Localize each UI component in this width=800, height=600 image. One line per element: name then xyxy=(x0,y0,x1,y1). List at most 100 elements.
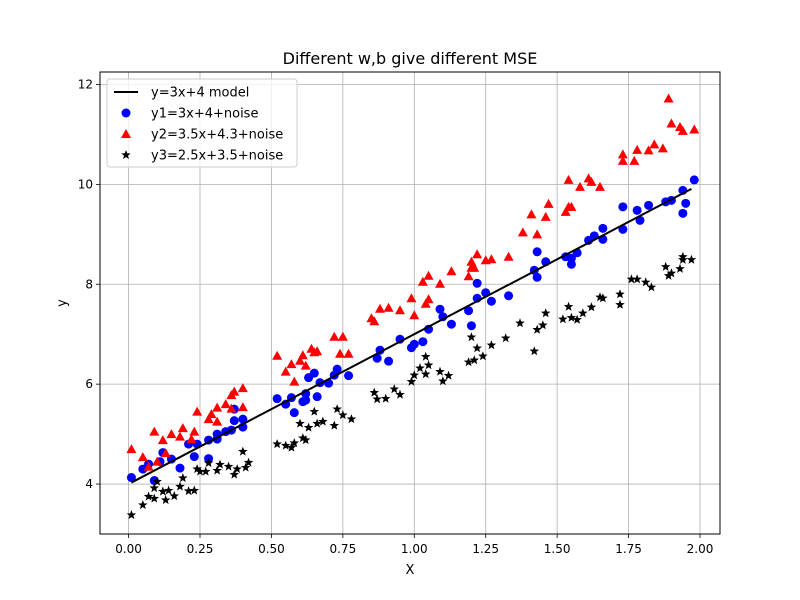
data-point xyxy=(472,249,483,259)
data-point xyxy=(183,486,194,496)
data-point xyxy=(192,464,202,474)
data-point xyxy=(615,289,625,299)
data-point xyxy=(289,408,299,418)
data-point xyxy=(212,465,222,475)
data-point xyxy=(177,423,188,433)
y-tick-label: 4 xyxy=(85,477,93,491)
data-point xyxy=(384,356,394,366)
data-point xyxy=(297,350,308,360)
data-point xyxy=(229,416,239,426)
data-point xyxy=(375,303,385,313)
data-point xyxy=(389,384,400,394)
data-point xyxy=(526,209,537,219)
data-point xyxy=(586,176,597,186)
data-point xyxy=(563,301,574,311)
series-star xyxy=(126,251,697,520)
data-point xyxy=(215,459,225,469)
x-tick-label: 1.75 xyxy=(615,542,642,556)
data-point xyxy=(532,324,542,334)
data-point xyxy=(632,205,642,215)
plot-frame xyxy=(99,71,721,535)
data-point xyxy=(329,420,340,430)
data-point xyxy=(466,321,476,331)
data-point xyxy=(646,282,657,292)
data-point xyxy=(566,201,577,211)
data-point xyxy=(206,409,217,419)
data-point xyxy=(532,247,542,257)
x-tick-label: 1.50 xyxy=(544,542,571,556)
data-point xyxy=(289,376,300,386)
data-point xyxy=(157,435,168,445)
data-point xyxy=(406,293,417,303)
chart-title: Different w,b give different MSE xyxy=(283,49,538,68)
data-point xyxy=(435,366,445,376)
y-tick-label: 10 xyxy=(78,177,93,191)
data-point xyxy=(238,414,248,424)
y-axis-label: y xyxy=(55,299,70,307)
data-point xyxy=(675,263,685,273)
data-point xyxy=(643,145,654,155)
data-point xyxy=(272,439,282,449)
data-point xyxy=(200,466,211,476)
data-point xyxy=(469,262,480,272)
data-point xyxy=(529,346,540,356)
data-point xyxy=(417,276,428,286)
data-point xyxy=(406,376,417,386)
data-point xyxy=(415,363,425,373)
y-tick-label: 6 xyxy=(85,377,93,391)
data-point xyxy=(280,366,291,376)
x-axis: 0.00 0.25 0.50 0.75 1.00 1.25 1.50 1.75 2.00 xyxy=(115,534,713,556)
legend-item: y3=2.5x+3.5+noise xyxy=(121,149,283,164)
data-point xyxy=(472,278,482,288)
data-point xyxy=(640,277,651,287)
data-point xyxy=(540,308,551,318)
x-axis-label: X xyxy=(406,563,415,578)
data-point xyxy=(237,402,248,412)
legend-label: y3=2.5x+3.5+noise xyxy=(151,149,283,164)
data-point xyxy=(237,383,248,393)
legend-item: y=3x+4 model xyxy=(114,86,249,101)
data-point xyxy=(138,500,148,510)
data-point xyxy=(143,461,154,471)
data-point xyxy=(435,278,445,288)
data-point xyxy=(472,343,482,353)
data-point xyxy=(232,464,242,474)
data-point xyxy=(295,418,305,428)
data-point xyxy=(126,473,136,483)
legend-marker-swatch xyxy=(121,129,131,138)
data-point xyxy=(280,440,291,450)
model-line xyxy=(130,187,692,484)
data-point xyxy=(666,118,677,128)
x-tick-label: 0.75 xyxy=(329,542,356,556)
legend-label: y=3x+4 model xyxy=(151,86,249,101)
data-point xyxy=(649,139,660,149)
data-point xyxy=(301,395,311,405)
data-point xyxy=(538,320,548,330)
data-point xyxy=(446,266,457,276)
data-point xyxy=(143,491,154,501)
data-point xyxy=(558,314,568,324)
data-point xyxy=(532,272,542,282)
data-point xyxy=(657,143,668,153)
data-point xyxy=(598,223,608,233)
x-tick-label: 0.25 xyxy=(187,542,214,556)
data-point xyxy=(337,331,348,341)
data-point xyxy=(332,364,342,374)
data-point xyxy=(169,491,180,501)
x-tick-label: 1.25 xyxy=(472,542,499,556)
data-point xyxy=(486,254,497,264)
data-point xyxy=(300,360,311,370)
legend-item: y1=3x+4+noise xyxy=(121,107,258,122)
data-point xyxy=(189,426,200,436)
data-point xyxy=(566,312,577,322)
data-point xyxy=(160,495,171,505)
data-point xyxy=(540,211,551,221)
data-point xyxy=(469,355,480,365)
data-point xyxy=(338,410,348,420)
data-point xyxy=(575,181,585,191)
data-point xyxy=(435,304,445,314)
legend: y=3x+4 model y1=3x+4+noise y2=3.5x+4.3+noi… xyxy=(106,78,298,168)
data-point xyxy=(420,369,431,379)
data-point xyxy=(186,434,197,444)
